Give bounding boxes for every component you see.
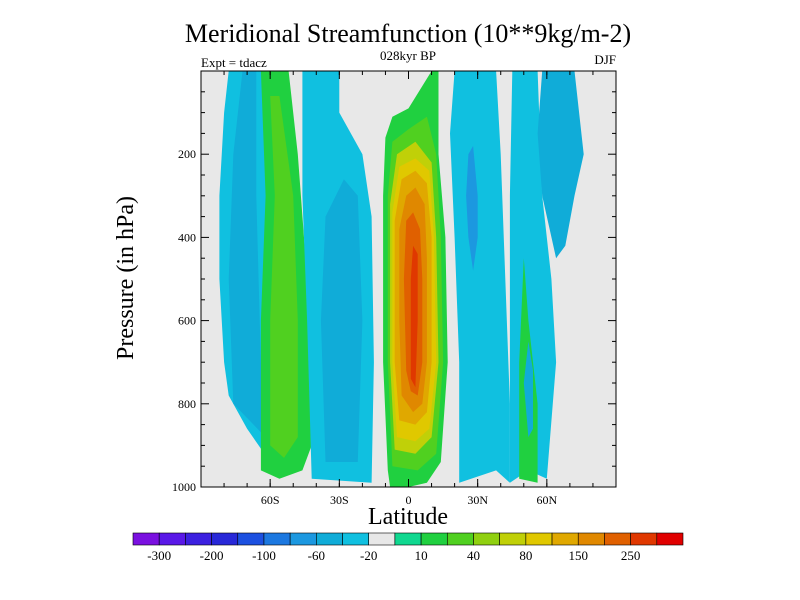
colorbar-label: 80: [519, 548, 532, 563]
colorbar-swatch: [577, 532, 605, 546]
colorbar-swatch: [211, 532, 239, 546]
y-tick-label: 400: [178, 230, 196, 244]
contour-region-south-green-inner: [270, 96, 298, 458]
colorbar-swatch: [604, 532, 631, 546]
y-tick-label: 800: [178, 397, 196, 411]
colorbar-swatch: [263, 532, 291, 546]
chart-subtitle-right: DJF: [594, 52, 616, 67]
colorbar-label: 250: [621, 548, 641, 563]
y-tick-label: 600: [178, 314, 196, 328]
colorbar-swatch: [394, 532, 422, 546]
colorbar-swatch: [342, 532, 370, 546]
contour-region-north-small-blue: [523, 341, 533, 438]
contour-region-hadley-core: [410, 245, 418, 388]
contour-region-north-blue-band: [450, 71, 510, 483]
colorbar-swatch: [316, 532, 343, 546]
colorbar-label: -200: [200, 548, 224, 563]
colorbar-swatch: [158, 532, 186, 546]
contour-region-south-blue-inner: [228, 71, 266, 438]
x-tick-label: 30S: [330, 493, 349, 507]
contour-region-far-north-band: [537, 71, 584, 259]
axis-ticks: 60S 30S 0 30N 60N 200 400 600 800 1000: [172, 71, 616, 507]
chart-subtitle-left: Expt = tdacz: [201, 55, 267, 70]
colorbar: -300 -200 -100 -60 -20 10 40 80 150 250: [132, 532, 684, 563]
x-axis-label: Latitude: [368, 504, 448, 530]
colorbar-label: -300: [147, 548, 171, 563]
contour-region-mid-blue-inner: [320, 179, 363, 462]
colorbar-label: -60: [308, 548, 325, 563]
colorbar-label: 150: [568, 548, 588, 563]
x-tick-label: 0: [406, 493, 412, 507]
colorbar-label: -100: [252, 548, 276, 563]
chart-subtitle-center: 028kyr BP: [380, 48, 436, 63]
y-tick-label: 1000: [172, 480, 196, 494]
colorbar-swatch: [368, 532, 396, 546]
colorbar-swatch: [525, 532, 553, 546]
x-tick-label: 30N: [467, 493, 488, 507]
colorbar-swatch: [185, 532, 212, 546]
colorbar-swatch: [446, 532, 474, 546]
y-tick-label: 200: [178, 147, 196, 161]
colorbar-swatch: [551, 532, 579, 546]
colorbar-label: 10: [415, 548, 428, 563]
colorbar-swatch: [473, 532, 500, 546]
colorbar-swatch: [420, 532, 448, 546]
colorbar-swatch: [237, 532, 265, 546]
contour-regions: [219, 71, 584, 487]
colorbar-label: 40: [467, 548, 480, 563]
colorbar-swatch: [132, 532, 160, 546]
y-axis-label: Pressure (in hPa): [113, 196, 139, 360]
colorbar-label: -20: [360, 548, 377, 563]
x-tick-label: 60S: [261, 493, 280, 507]
x-tick-label: 60N: [536, 493, 557, 507]
colorbar-swatch: [289, 532, 317, 546]
colorbar-swatch: [499, 532, 527, 546]
contour-region-north-blue-inner: [466, 145, 478, 271]
colorbar-swatch: [630, 532, 658, 546]
colorbar-swatch: [656, 532, 684, 546]
chart-title: Meridional Streamfunction (10**9kg/m-2): [185, 19, 631, 48]
